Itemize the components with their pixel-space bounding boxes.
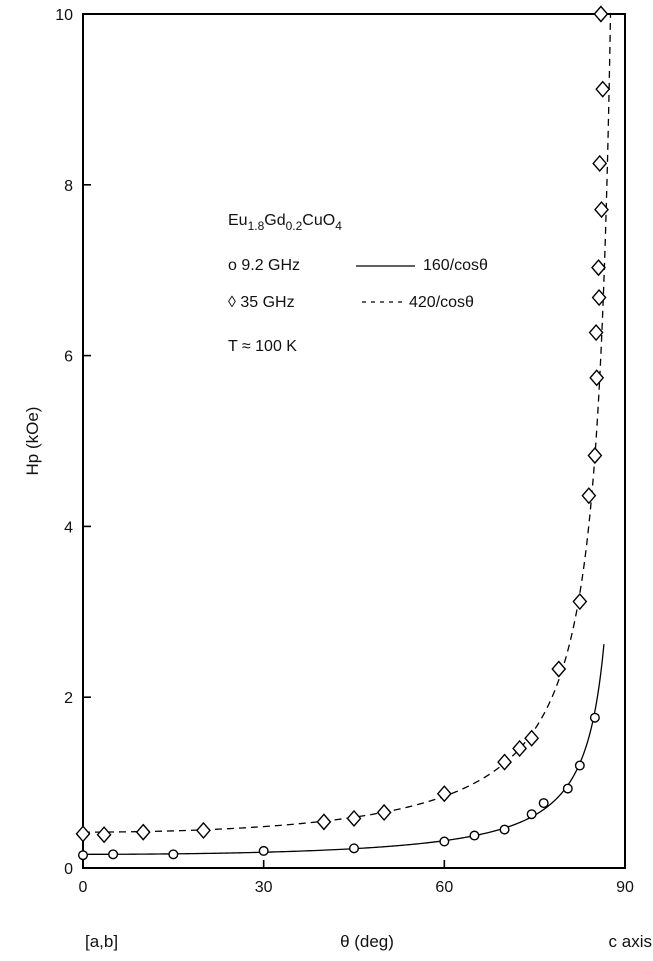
formula-part: Gd (264, 212, 285, 229)
data-point-diamond (316, 813, 332, 831)
formula-part: Eu (228, 212, 248, 229)
data-point-diamond (591, 288, 607, 307)
y-tick-label: 4 (64, 519, 73, 536)
data-point-circle (469, 830, 480, 841)
legend-entry-35ghz-line: 420/cosθ (409, 294, 474, 311)
x-tick-label: 90 (616, 879, 634, 896)
x-left-end-label: [a,b] (85, 932, 118, 951)
fit-curve-dashed (83, 13, 612, 833)
data-point-circle (349, 843, 360, 854)
x-axis-label: θ (deg) (340, 932, 394, 951)
legend-entry-35ghz-marker: ◊ 35 GHz (228, 294, 295, 311)
data-point-diamond (587, 446, 603, 465)
y-tick-label: 6 (64, 349, 73, 366)
data-point-circle (168, 849, 179, 860)
data-point-diamond (96, 826, 112, 844)
data-point-circle (538, 798, 549, 809)
data-point-diamond (572, 592, 588, 611)
data-point-diamond (588, 323, 604, 342)
data-point-diamond (589, 369, 605, 387)
data-point-diamond (376, 803, 392, 822)
x-tick-label: 30 (255, 879, 273, 896)
x-tick-label: 0 (79, 879, 88, 896)
data-point-circle (108, 849, 119, 860)
data-point-circle (562, 783, 573, 794)
y-axis-label: Hp (kOe) (23, 407, 42, 476)
data-point-circle (77, 850, 88, 861)
data-point-diamond (75, 825, 91, 843)
x-tick-label: 60 (435, 879, 453, 896)
legend-sample-formula: Eu1.8Gd0.2CuO4 (228, 212, 342, 233)
y-tick-label: 0 (64, 861, 73, 878)
formula-subscript: 0.2 (286, 219, 303, 233)
data-point-circle (574, 760, 585, 771)
y-tick-label: 8 (64, 178, 73, 195)
legend-entry-9ghz-line: 160/cosθ (423, 257, 488, 274)
data-point-diamond (593, 5, 609, 23)
y-tick-label: 2 (64, 690, 73, 707)
legend-temperature: T ≈ 100 K (228, 338, 297, 355)
y-tick-label: 10 (55, 7, 73, 24)
legend-entry-9ghz-marker: o 9.2 GHz (228, 257, 300, 274)
data-point-diamond (346, 809, 362, 828)
axis-ticks: 0 2 4 6 8 10 0 30 60 90 (55, 7, 634, 896)
data-point-diamond (581, 487, 597, 505)
formula-subscript: 1.8 (248, 219, 265, 233)
x-right-end-label: c axis (609, 932, 652, 951)
data-point-diamond (524, 729, 540, 747)
legend: Eu1.8Gd0.2CuO4 o 9.2 GHz 160/cosθ ◊ 35 G… (228, 212, 488, 355)
data-point-diamond (591, 259, 606, 277)
data-point-diamond (135, 823, 151, 841)
data-point-circle (258, 845, 269, 856)
fit-curves (83, 13, 612, 855)
data-point-diamond (594, 200, 609, 219)
data-point-circle (499, 824, 510, 835)
data-point-diamond (196, 821, 211, 839)
data-point-diamond (512, 739, 528, 758)
data-point-diamond (436, 785, 452, 803)
data-point-diamond (551, 660, 567, 678)
formula-subscript: 4 (335, 219, 342, 233)
data-point-diamond (497, 753, 512, 771)
data-markers (75, 5, 611, 861)
data-point-circle (589, 712, 600, 723)
formula-part: CuO (302, 212, 335, 229)
data-point-diamond (592, 154, 608, 173)
data-point-circle (439, 836, 450, 847)
data-point-diamond (595, 80, 611, 98)
plot-frame (82, 13, 626, 869)
data-point-circle (526, 809, 537, 820)
